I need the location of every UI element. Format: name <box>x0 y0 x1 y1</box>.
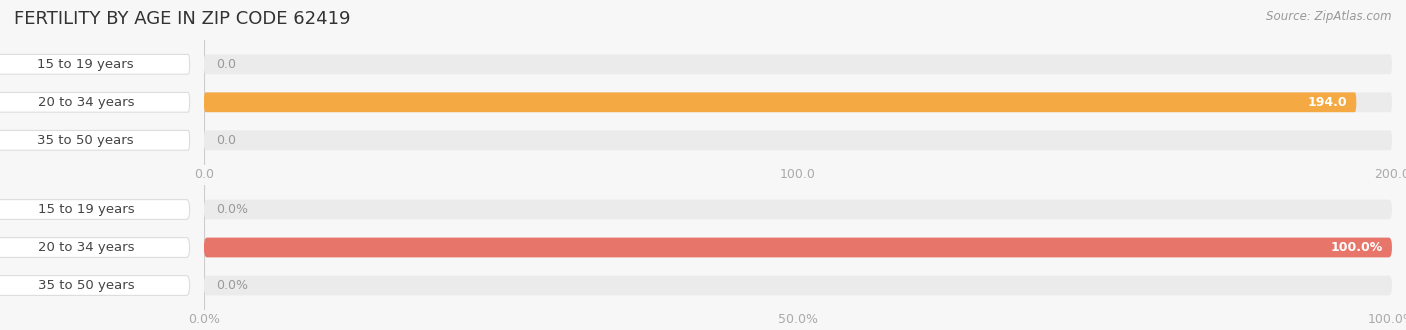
Text: 20 to 34 years: 20 to 34 years <box>38 241 134 254</box>
FancyBboxPatch shape <box>0 238 190 257</box>
Text: 35 to 50 years: 35 to 50 years <box>38 279 135 292</box>
Text: 15 to 19 years: 15 to 19 years <box>38 58 134 71</box>
FancyBboxPatch shape <box>204 92 1392 112</box>
Text: 0.0%: 0.0% <box>215 203 247 216</box>
FancyBboxPatch shape <box>0 54 190 74</box>
Text: 0.0: 0.0 <box>215 134 236 147</box>
Text: 15 to 19 years: 15 to 19 years <box>38 203 135 216</box>
FancyBboxPatch shape <box>0 92 190 112</box>
FancyBboxPatch shape <box>204 54 1392 74</box>
FancyBboxPatch shape <box>204 238 1392 257</box>
Text: FERTILITY BY AGE IN ZIP CODE 62419: FERTILITY BY AGE IN ZIP CODE 62419 <box>14 10 350 28</box>
FancyBboxPatch shape <box>204 200 1392 219</box>
FancyBboxPatch shape <box>204 276 1392 295</box>
Text: 0.0%: 0.0% <box>215 279 247 292</box>
FancyBboxPatch shape <box>0 200 190 219</box>
Text: 35 to 50 years: 35 to 50 years <box>38 134 134 147</box>
FancyBboxPatch shape <box>204 238 1392 257</box>
Text: 194.0: 194.0 <box>1308 96 1347 109</box>
FancyBboxPatch shape <box>0 276 190 295</box>
Text: 20 to 34 years: 20 to 34 years <box>38 96 134 109</box>
Text: 100.0%: 100.0% <box>1330 241 1382 254</box>
FancyBboxPatch shape <box>0 130 190 150</box>
FancyBboxPatch shape <box>204 92 1357 112</box>
FancyBboxPatch shape <box>204 130 1392 150</box>
Text: Source: ZipAtlas.com: Source: ZipAtlas.com <box>1267 10 1392 23</box>
Text: 0.0: 0.0 <box>215 58 236 71</box>
